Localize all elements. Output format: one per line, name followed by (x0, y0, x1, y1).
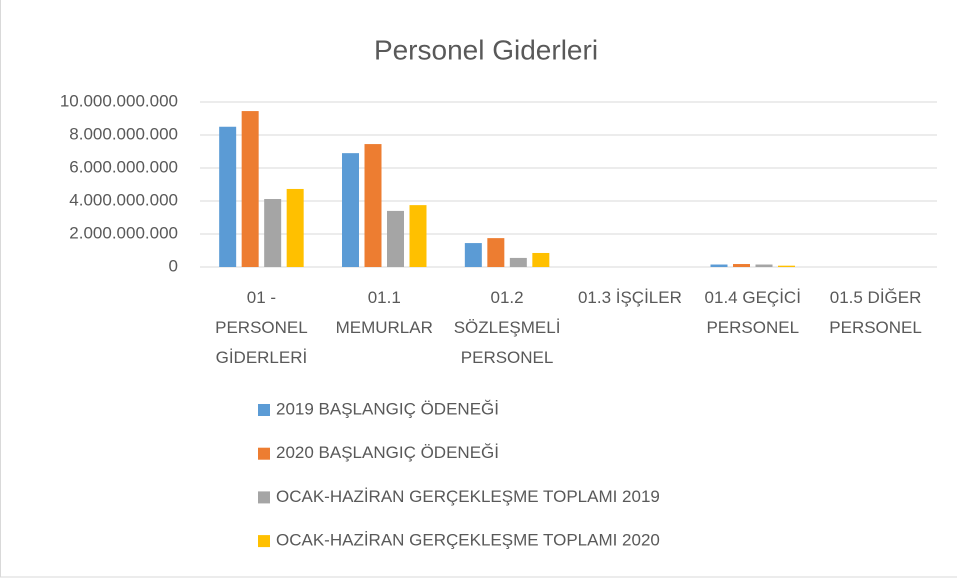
legend-label: OCAK-HAZİRAN GERÇEKLEŞME TOPLAMI 2020 (276, 531, 660, 550)
bar (487, 238, 505, 267)
y-tick-label: 0 (169, 256, 178, 275)
bar (733, 264, 750, 267)
bar (778, 265, 795, 267)
bar (387, 210, 404, 267)
bar (286, 188, 304, 267)
chart-title: Personel Giderleri (374, 34, 598, 65)
x-tick-label: 01.1 MEMURLAR (335, 288, 433, 337)
y-tick-label: 2.000.000.000 (69, 223, 178, 242)
x-tick-label: 01.5 DİĞER PERSONEL (829, 288, 922, 337)
x-tick-label: 01.4 GEÇİCİ PERSONEL (704, 288, 801, 337)
legend-label: 2019 BAŞLANGIÇ ÖDENEĞİ (276, 399, 499, 418)
bar (241, 111, 259, 267)
y-tick-label: 4.000.000.000 (69, 190, 178, 209)
legend-swatch (258, 404, 270, 416)
bar (464, 243, 482, 267)
legend-swatch (258, 535, 270, 548)
legend-swatch (258, 491, 270, 504)
legend-label: OCAK-HAZİRAN GERÇEKLEŞME TOPLAMI 2019 (276, 487, 660, 506)
bar (342, 153, 359, 267)
legend-swatch (258, 447, 270, 460)
bar (364, 144, 382, 267)
x-tick-label: 01.3 İŞÇİLER (577, 288, 682, 307)
x-tick-label: 01 - PERSONEL GİDERLERİ (215, 288, 308, 367)
bar (219, 126, 237, 267)
bar (409, 205, 427, 267)
y-tick-label: 8.000.000.000 (69, 124, 178, 143)
y-tick-label: 10.000.000.000 (60, 91, 178, 110)
y-tick-label: 6.000.000.000 (69, 157, 178, 176)
bar (509, 257, 527, 267)
x-tick-label: 01.2 SÖZLEŞMELİ PERSONEL (453, 288, 561, 367)
bar (755, 264, 773, 267)
legend-label: 2020 BAŞLANGIÇ ÖDENEĞİ (276, 443, 499, 462)
bar (710, 264, 728, 267)
bar (532, 252, 550, 267)
bar (264, 199, 282, 267)
